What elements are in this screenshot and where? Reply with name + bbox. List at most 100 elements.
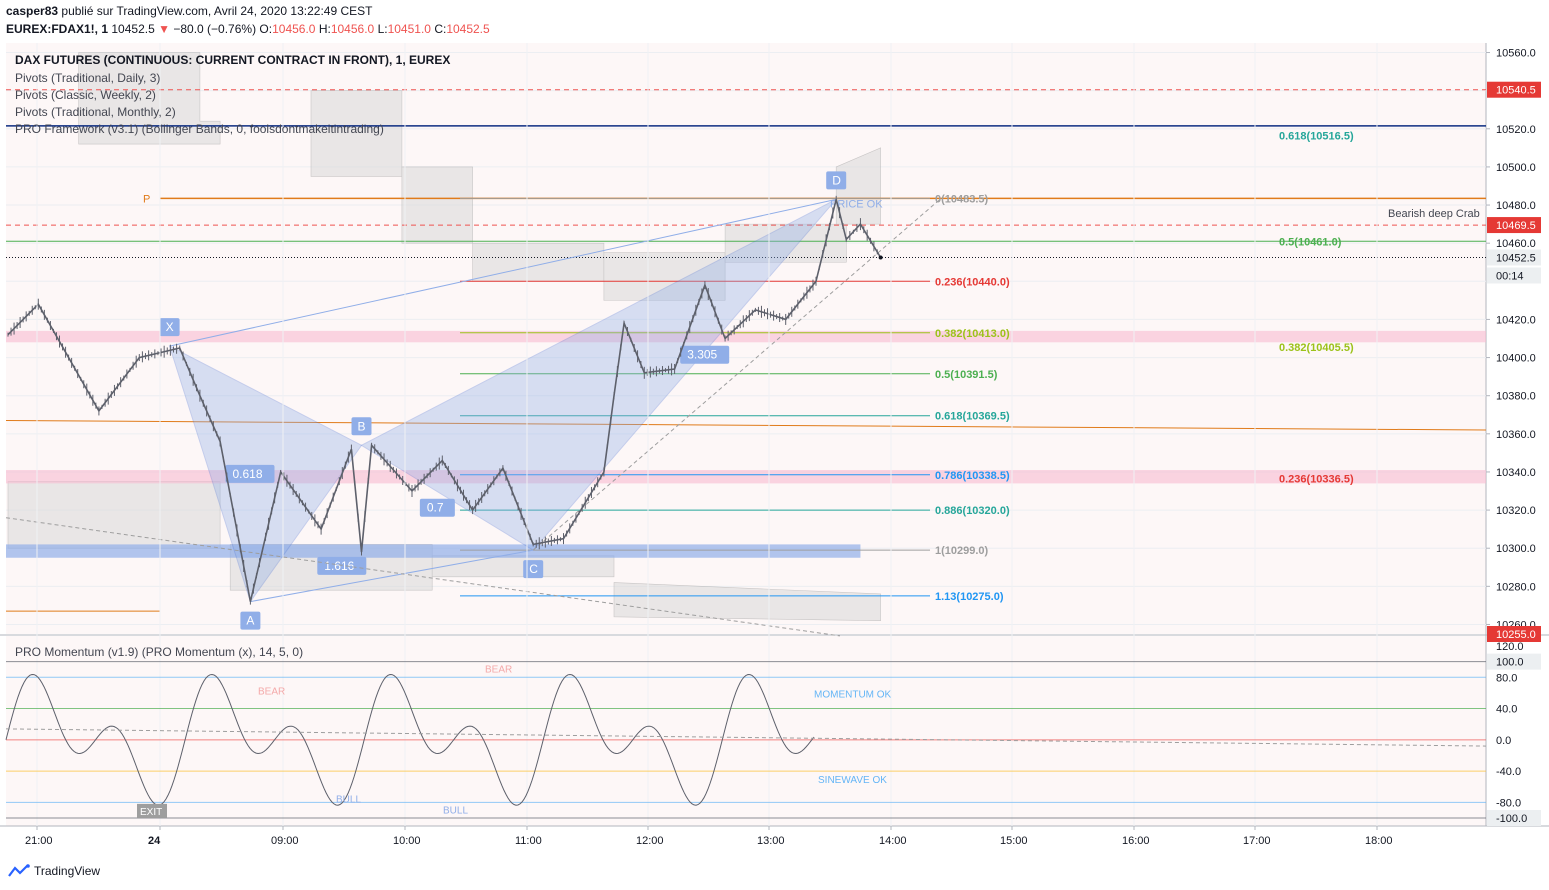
fib-label-0: 0(10483.5) — [935, 193, 989, 205]
price-tag-9: 10420.0 — [1496, 314, 1536, 326]
price-tag-1: 10540.5 — [1496, 85, 1536, 97]
trendline-diagonal — [532, 198, 941, 551]
price-tag-12: 10360.0 — [1496, 429, 1536, 441]
low-value: 10451.0 — [387, 22, 431, 36]
harmonic-ac — [250, 549, 534, 603]
open-value: 10456.0 — [272, 22, 316, 36]
harmonic-point-label-D: D — [832, 173, 841, 187]
footer-brand[interactable]: TradingView — [8, 864, 100, 878]
down-arrow-icon: ▼ — [158, 22, 170, 36]
momentum-annotation-3: BULL — [336, 794, 361, 805]
last-price: 10452.5 — [111, 22, 155, 36]
price-tag-16: 10280.0 — [1496, 581, 1536, 593]
price-tag-11: 10380.0 — [1496, 391, 1536, 403]
time-label-10: 17:00 — [1243, 835, 1271, 847]
time-label-8: 15:00 — [1000, 835, 1028, 847]
harmonic-point-box-X — [159, 318, 180, 337]
symbol-name[interactable]: EUREX:FDAX1!, 1 — [6, 22, 109, 36]
harmonic-ratio-box-3 — [680, 345, 730, 364]
price-tag-0: 10560.0 — [1496, 48, 1536, 60]
author-name[interactable]: casper83 — [6, 4, 59, 18]
price-tag-13: 10340.0 — [1496, 467, 1536, 479]
momentum-tick-2: 80.0 — [1496, 672, 1517, 684]
fib-label-7: 1(10299.0) — [935, 545, 989, 557]
time-label-5: 12:00 — [636, 835, 664, 847]
indicator-pro-framework[interactable]: PRO Framework (v3.1) (Bollinger Bands, 0… — [15, 122, 384, 136]
publish-date: publié sur TradingView.com, Avril 24, 20… — [61, 4, 373, 18]
fib-label-3: 0.5(10391.5) — [935, 369, 998, 381]
right-fib-label-0: 0.618(10516.5) — [1279, 130, 1354, 142]
zone-red-lower — [6, 470, 1486, 484]
harmonic-ratio-2: 1.616 — [324, 559, 354, 573]
time-label-7: 14:00 — [879, 835, 907, 847]
price-tag-3: 10500.0 — [1496, 162, 1536, 174]
price-tag-15: 10300.0 — [1496, 543, 1536, 555]
harmonic-point-box-C — [523, 560, 544, 579]
time-label-11: 18:00 — [1365, 835, 1393, 847]
price-tag-box-1 — [1487, 81, 1541, 98]
harmonic-bcd — [360, 198, 837, 551]
open-label: O: — [259, 22, 273, 36]
high-value: 10456.0 — [330, 22, 375, 36]
harmonic-ratio-0: 0.618 — [233, 467, 263, 481]
momentum-annotation-4: BULL — [443, 805, 468, 816]
time-label-3: 10:00 — [393, 835, 421, 847]
indicator-pro-momentum[interactable]: PRO Momentum (v1.9) (PRO Momentum (x), 1… — [15, 645, 304, 659]
right-fib-label-2: 0.382(10405.5) — [1279, 342, 1354, 354]
harmonic-point-box-B — [351, 417, 372, 436]
right-fib-label-3: 0.236(10336.5) — [1279, 474, 1354, 486]
harmonic-point-label-X: X — [166, 320, 174, 334]
momentum-trend — [5, 728, 1487, 747]
harmonic-point-box-A — [240, 611, 261, 630]
harmonic-point-label-C: C — [529, 562, 538, 576]
momentum-tick-7: -100.0 — [1496, 813, 1527, 825]
pattern-name-label: Bearish deep Crab — [1388, 208, 1480, 220]
momentum-annotation-0: BEAR — [258, 686, 285, 697]
harmonic-ratio-box-2 — [317, 556, 367, 575]
momentum-tick-6: -80.0 — [1496, 797, 1521, 809]
harmonic-ratio-box-0 — [225, 464, 275, 483]
price-tag-7: 10452.5 — [1496, 252, 1536, 264]
momentum-annotation-2: EXIT — [140, 807, 162, 818]
momentum-tag-box-1 — [1487, 653, 1541, 670]
momentum-tick-0: 120.0 — [1496, 641, 1524, 653]
price-tag-4: 10480.0 — [1496, 200, 1536, 212]
band-top-3 — [472, 242, 605, 282]
close-label: C: — [434, 22, 447, 36]
momentum-annotation-5: MOMENTUM OK — [814, 690, 892, 701]
right-fib-label-1: 0.5(10461.0) — [1279, 236, 1342, 248]
harmonic-ratio-box-1 — [419, 498, 455, 517]
fib-label-6: 0.886(10320.0) — [935, 505, 1010, 517]
price-tag-5: 10469.5 — [1496, 220, 1536, 232]
price-tag-10: 10400.0 — [1496, 353, 1536, 365]
band-top-2 — [401, 166, 473, 244]
harmonic-point-box-D — [826, 171, 847, 190]
indicator-pivots-daily[interactable]: Pivots (Traditional, Daily, 3) — [15, 71, 161, 85]
time-label-9: 16:00 — [1122, 835, 1150, 847]
price-tag-18: 10255.0 — [1496, 629, 1536, 641]
time-label-6: 13:00 — [757, 835, 785, 847]
indicator-pivots-weekly[interactable]: Pivots (Classic, Weekly, 2) — [15, 88, 156, 102]
high-label: H: — [318, 22, 331, 36]
price-ok-label: PRICE OK — [830, 198, 883, 210]
momentum-tag-box-7 — [1487, 810, 1541, 826]
indicator-pivots-monthly[interactable]: Pivots (Traditional, Monthly, 2) — [15, 105, 176, 119]
momentum-tick-3: 40.0 — [1496, 704, 1517, 716]
price-tag-8: 00:14 — [1496, 270, 1524, 282]
band-top-4 — [603, 252, 726, 301]
line-orange-mid — [5, 419, 1487, 431]
time-label-1: 24 — [148, 835, 161, 847]
close-value: 10452.5 — [446, 22, 490, 36]
trendline-lower — [5, 517, 841, 637]
harmonic-ratio-1: 0.7 — [427, 501, 444, 515]
indicator-main-series[interactable]: DAX FUTURES (CONTINUOUS: CURRENT CONTRAC… — [15, 53, 451, 67]
price-tag-6: 10460.0 — [1496, 238, 1536, 250]
momentum-tick-5: -40.0 — [1496, 766, 1521, 778]
current-price-dot — [878, 255, 883, 260]
momentum-annotation-1: BEAR — [485, 665, 512, 676]
fib-label-4: 0.618(10369.5) — [935, 411, 1010, 423]
time-label-4: 11:00 — [515, 835, 542, 847]
price-tag-14: 10320.0 — [1496, 505, 1536, 517]
price-change: −80.0 (−0.76%) — [173, 22, 257, 36]
